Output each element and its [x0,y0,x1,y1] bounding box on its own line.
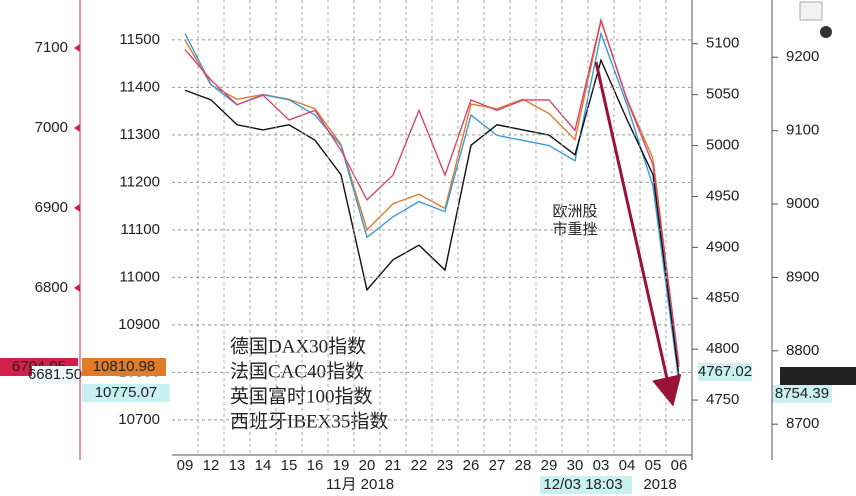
value-flag [698,363,752,381]
y-tick-label: 8700 [786,415,819,432]
y-tick-label: 10900 [118,316,160,333]
value-flag-label: 8764.50 [791,367,845,384]
x-tick-label: 12 [203,457,220,474]
y-tick-label: 9000 [786,195,819,212]
x-sublabel: 12/03 18:03 [543,476,622,493]
value-flag-label: 10810.98 [93,358,156,375]
y-tick-label: 11500 [119,31,160,48]
x-tick-label: 26 [463,457,480,474]
x-tick-label: 19 [333,457,350,474]
x-tick-label: 06 [671,457,688,474]
y-tick-label: 11100 [121,221,161,238]
y-tick-label: 7000 [35,119,68,136]
x-tick-label: 21 [385,457,402,474]
y-tick-label: 5050 [706,86,739,103]
y-tick-label: 10700 [118,411,160,428]
y-tick-label: 4850 [706,289,739,306]
value-flag [32,366,78,384]
series-line [184,17,680,365]
x-tick-label: 20 [359,457,376,474]
window-icon[interactable] [799,1,823,21]
value-flag [82,384,170,402]
y-tick-label: 11400 [119,78,160,95]
legend-entry: 西班牙IBEX35指数 [230,410,388,432]
y-tick-label: 8800 [786,342,819,359]
y-tick-label: 4900 [706,238,739,255]
value-flag-label: 10775.07 [95,384,158,401]
x-tick-label: 28 [515,457,532,474]
y-tick-label: 9200 [786,48,819,65]
y-tick-label: 5100 [706,35,739,52]
y-tick-label: 6800 [35,279,68,296]
x-tick-label: 29 [541,457,558,474]
y-tick [74,203,80,212]
value-flag [772,385,832,403]
y-tick-label: 8900 [786,268,819,285]
x-sublabel: 2018 [643,476,676,493]
x-tick-label: 04 [619,457,636,474]
x-tick-label: 05 [645,457,662,474]
y-tick [74,43,80,52]
x-tick-label: 13 [229,457,246,474]
legend-entry: 法国CAC40指数 [230,360,364,382]
y-tick-label: 11200 [119,173,160,190]
series-line [184,58,680,377]
y-tick-label: 4750 [706,391,739,408]
x-tick-label: 22 [411,457,428,474]
legend-entry: 德国DAX30指数 [230,335,366,357]
x-tick-label: 27 [489,457,506,474]
x-tick-label: 16 [307,457,324,474]
time-badge [540,476,632,494]
y-tick-label: 7100 [35,39,68,56]
value-flag [82,358,166,376]
annotation: 欧洲股 [552,203,597,220]
y-tick-label: 11000 [119,268,160,285]
x-sublabel: 11月 2018 [326,476,394,493]
x-tick-label: 09 [177,457,194,474]
y-tick-label: 4950 [706,187,739,204]
y-tick [74,123,80,132]
y-tick-label: 4800 [706,340,739,357]
x-tick-label: 03 [593,457,610,474]
close-icon[interactable] [820,26,832,38]
y-tick-label: 9100 [786,122,819,139]
x-tick-label: 14 [255,457,272,474]
legend-entry: 英国富时100指数 [230,385,373,407]
value-flag [780,367,856,385]
y-tick-label: 11300 [119,126,160,143]
y-tick-label: 5000 [706,137,739,154]
value-flag-label: 4767.02 [698,363,752,380]
trend-arrow [594,61,682,407]
y-tick [74,283,80,292]
x-tick-label: 15 [281,457,298,474]
x-tick-label: 23 [437,457,454,474]
y-tick-label: 6900 [35,199,68,216]
x-tick-label: 30 [567,457,584,474]
value-flag-label: 6681.50 [28,366,82,383]
value-flag-label: 8754.39 [775,385,829,402]
